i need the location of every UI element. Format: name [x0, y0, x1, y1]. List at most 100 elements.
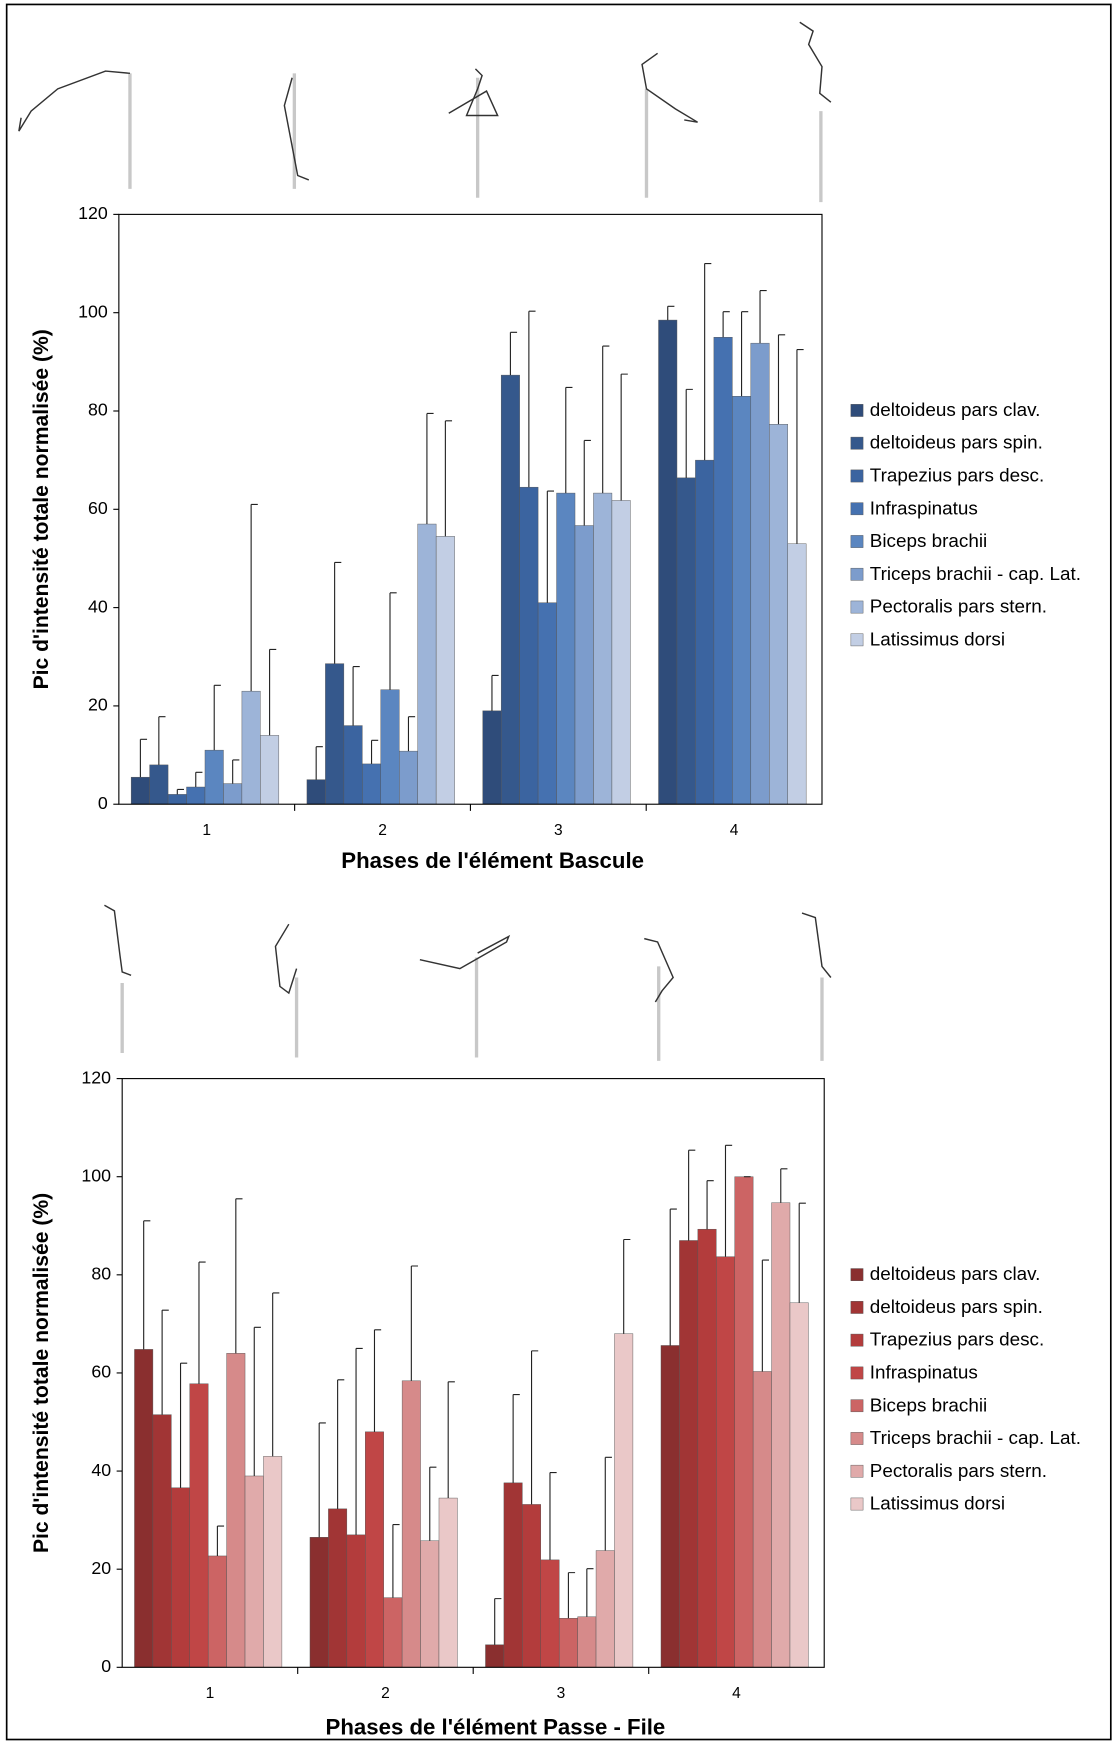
legend-label: Triceps brachii - cap. Lat.	[870, 564, 1081, 585]
bar	[417, 523, 437, 805]
bar	[399, 750, 418, 805]
error-bar	[796, 349, 804, 544]
x-axis-title: Phases de l'élément Bascule	[341, 848, 644, 873]
error-bar	[352, 666, 360, 726]
error-bar	[706, 1180, 714, 1230]
error-bar	[512, 1393, 520, 1483]
bar	[771, 1202, 791, 1668]
legend-label: Latissimus dorsi	[870, 1494, 1005, 1515]
y-tick-label: 100	[81, 1165, 111, 1185]
bar	[734, 1176, 754, 1668]
error-bar	[777, 334, 786, 425]
x-tick-label: 1	[206, 1685, 215, 1702]
y-tick-label: 0	[98, 793, 108, 813]
bar	[697, 1228, 717, 1668]
error-bar	[355, 1347, 363, 1535]
x-tick-label: 2	[381, 1685, 390, 1702]
error-bar	[759, 290, 767, 344]
legend-swatch	[850, 1399, 864, 1413]
error-bar	[426, 412, 434, 525]
legend-swatch	[850, 1497, 864, 1511]
error-bar	[604, 1456, 612, 1551]
bar	[241, 690, 261, 805]
bar	[556, 492, 576, 805]
legend-swatch	[850, 1366, 864, 1380]
bar	[537, 602, 557, 805]
error-bar	[567, 1572, 576, 1619]
error-bar	[602, 345, 610, 494]
y-tick-label: 120	[81, 1067, 111, 1087]
legend-label: Trapezius pars desc.	[870, 1330, 1044, 1351]
error-bar	[250, 503, 258, 692]
error-bar	[158, 716, 166, 765]
bar	[420, 1540, 440, 1668]
bar	[787, 543, 807, 805]
error-bar	[407, 716, 416, 752]
error-bar	[667, 305, 675, 321]
y-tick-label: 60	[91, 1362, 111, 1382]
bar	[482, 710, 502, 805]
bar	[226, 1353, 246, 1668]
error-bar	[392, 1523, 400, 1598]
bar	[306, 779, 326, 805]
y-tick-label: 120	[78, 203, 108, 223]
bar	[309, 1537, 329, 1668]
bar	[503, 1482, 523, 1668]
y-tick-label: 60	[88, 498, 108, 518]
error-bar	[761, 1259, 770, 1372]
bar	[679, 1240, 699, 1668]
legend-swatch	[850, 502, 864, 516]
figures-top	[18, 21, 832, 203]
y-tick-label: 80	[91, 1264, 111, 1284]
error-bar	[235, 1198, 243, 1354]
bar	[593, 492, 613, 805]
x-tick-label: 2	[378, 822, 387, 839]
y-tick-label: 20	[88, 695, 108, 715]
bar	[167, 794, 187, 805]
error-bar	[334, 561, 342, 664]
error-bar	[531, 1350, 539, 1505]
error-bar	[429, 1466, 437, 1541]
bar	[769, 424, 788, 805]
bar	[519, 486, 539, 805]
bar	[346, 1534, 366, 1668]
error-bar	[491, 674, 499, 711]
bar	[658, 319, 678, 805]
legend-swatch	[850, 1268, 864, 1281]
error-bar	[583, 439, 591, 526]
error-bar	[685, 388, 693, 478]
bar	[716, 1256, 735, 1668]
bar	[186, 786, 206, 805]
error-bar	[216, 1525, 225, 1556]
error-bar	[688, 1149, 696, 1241]
error-bar	[546, 490, 554, 603]
bar	[171, 1487, 190, 1668]
error-bar	[722, 311, 730, 338]
error-bar	[161, 1309, 169, 1415]
error-bar	[741, 311, 749, 397]
y-tick-label: 20	[91, 1558, 111, 1578]
legend-label: Trapezius pars desc.	[870, 466, 1044, 487]
error-bar	[272, 1292, 280, 1457]
bar	[676, 477, 696, 805]
legend-swatch	[850, 404, 864, 417]
error-bar	[176, 788, 184, 795]
legend-swatch	[850, 436, 864, 450]
bar	[204, 749, 224, 805]
error-bar	[389, 592, 397, 690]
legend-swatch	[850, 1301, 864, 1314]
legend-label: Biceps brachii	[870, 531, 988, 552]
legend-label: Pectoralis pars stern.	[870, 597, 1047, 618]
error-bar	[198, 1261, 206, 1384]
bar	[207, 1555, 227, 1668]
bar	[750, 342, 770, 805]
y-tick-label: 40	[88, 596, 108, 616]
error-bar	[780, 1168, 788, 1203]
error-bar	[143, 1220, 151, 1350]
legend-swatch	[850, 469, 864, 483]
bar	[152, 1414, 172, 1668]
legend-swatch	[850, 567, 864, 581]
bar	[244, 1475, 264, 1668]
error-bar	[370, 739, 379, 764]
error-bar	[494, 1598, 502, 1645]
